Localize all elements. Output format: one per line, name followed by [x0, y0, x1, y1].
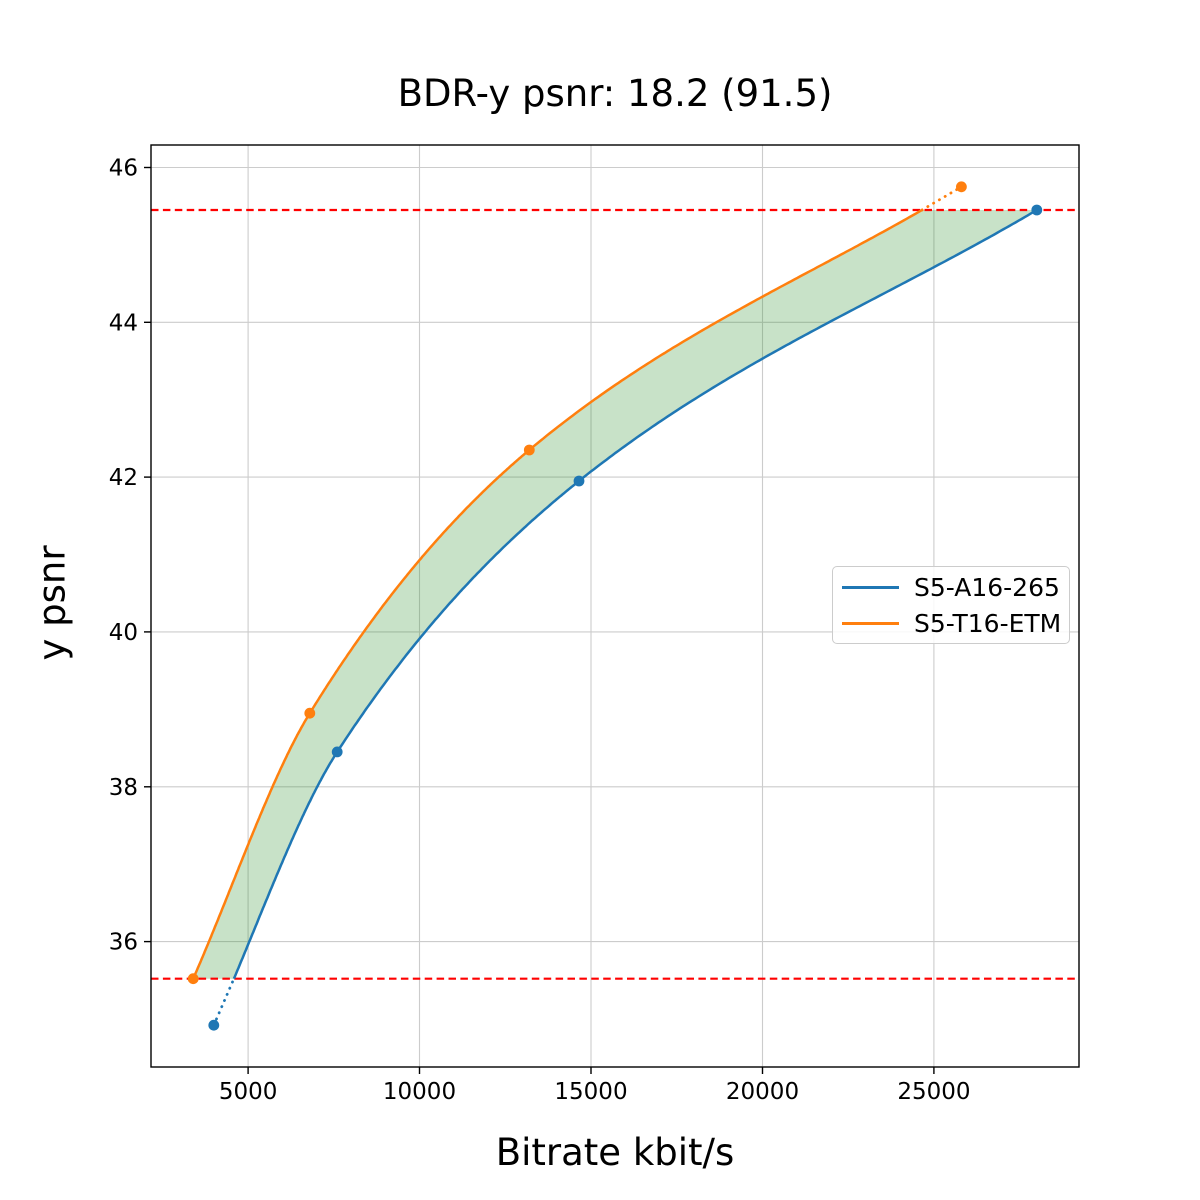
data-point-marker: [208, 1019, 220, 1031]
legend-item: S5-A16-265: [833, 569, 1069, 605]
series-curve-s5-a16-265: [232, 208, 1038, 980]
series-curve-s5-t16-etm: [192, 208, 923, 980]
chart-title: BDR-y psnr: 18.2 (91.5): [397, 72, 833, 115]
data-point-marker: [573, 475, 585, 487]
series-dotted-segment: [212, 977, 236, 1027]
x-tick-label: 15000: [554, 1079, 627, 1105]
data-point-marker: [523, 444, 535, 456]
legend-label: S5-T16-ETM: [914, 608, 1062, 638]
y-tick-label: 38: [109, 775, 138, 801]
x-axis-label: Bitrate kbit/s: [495, 1131, 735, 1174]
data-point-marker: [331, 746, 343, 758]
x-tick-label: 20000: [726, 1079, 799, 1105]
data-point-marker: [1031, 204, 1043, 216]
legend-item: S5-T16-ETM: [833, 605, 1069, 641]
y-tick-label: 40: [109, 620, 138, 646]
legend: S5-A16-265 S5-T16-ETM: [832, 566, 1070, 644]
legend-line-sample-icon: [842, 621, 899, 625]
y-tick-label: 44: [109, 310, 138, 336]
plot-border: [150, 144, 1080, 1068]
data-point-marker: [304, 707, 316, 719]
data-point-marker: [956, 181, 967, 193]
data-point-marker: [187, 973, 199, 985]
legend-label: S5-A16-265: [914, 572, 1060, 602]
y-tick-label: 46: [109, 156, 138, 182]
x-tick-label: 5000: [219, 1079, 278, 1105]
x-tick-label: 25000: [897, 1079, 970, 1105]
y-tick-label: 36: [109, 930, 138, 956]
series-dotted-segment: [920, 185, 963, 212]
x-tick-label: 10000: [383, 1079, 456, 1105]
y-tick-label: 42: [109, 465, 138, 491]
legend-line-sample-icon: [842, 585, 899, 589]
y-axis-label: y psnr: [30, 545, 74, 661]
